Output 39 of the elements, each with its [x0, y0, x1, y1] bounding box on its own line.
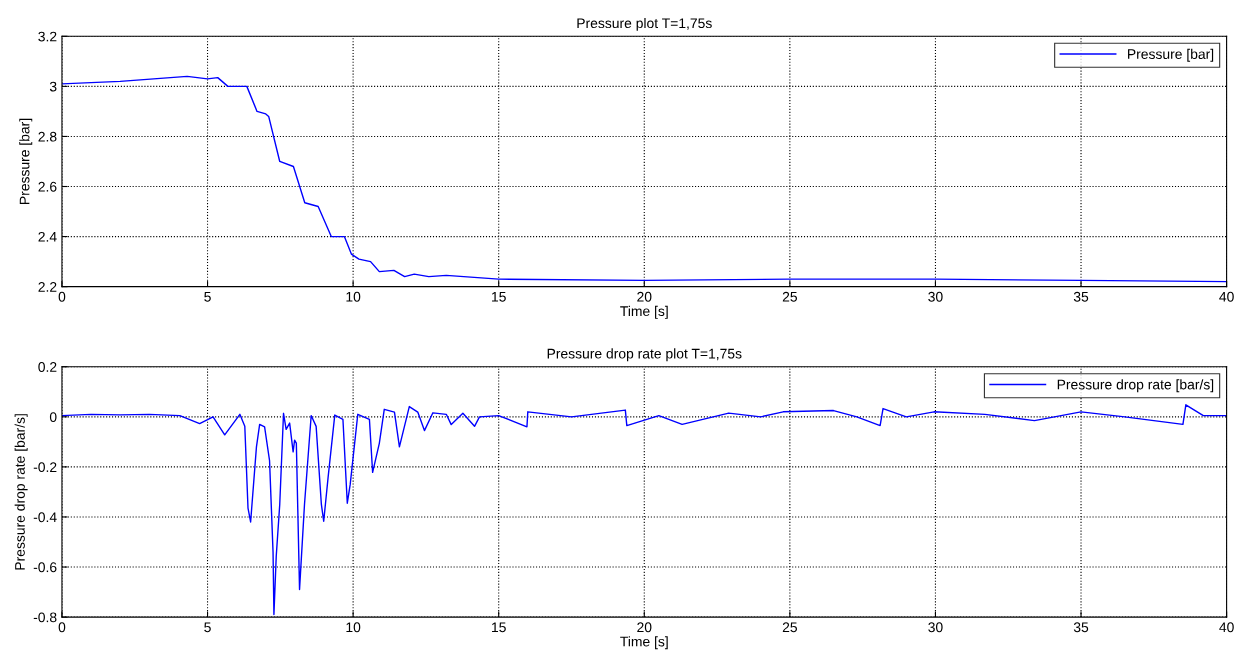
y-tick-label: 2.2: [38, 281, 57, 292]
x-tick-label: 15: [492, 622, 506, 633]
x-tick-label: 20: [637, 622, 652, 633]
y-tick-label: 2.8: [38, 131, 57, 142]
x-tick-label: 30: [928, 622, 943, 633]
x-tick-label: 35: [1073, 291, 1089, 302]
x-axis-title: Time [s]: [620, 636, 668, 650]
x-tick-label: 0: [58, 622, 66, 633]
x-axis-title: Time [s]: [620, 305, 668, 319]
x-tick-label: 0: [58, 291, 66, 302]
y-tick-label: -0.2: [33, 462, 57, 473]
x-tick-label: 10: [346, 291, 361, 302]
line-series: [61, 75, 1227, 283]
legend-label: Pressure [bar]: [1128, 48, 1214, 62]
y-tick-label: -0.6: [33, 562, 57, 573]
chart-title: Pressure plot T=1,75s: [577, 17, 712, 31]
y-tick-label: 2.6: [38, 181, 57, 192]
y-tick-label: 3: [49, 81, 57, 92]
x-tick-label: 40: [1219, 291, 1234, 302]
chart-title: Pressure drop rate plot T=1,75s: [547, 348, 742, 362]
y-tick-label: -0.8: [33, 612, 57, 623]
x-tick-label: 30: [928, 291, 943, 302]
y-tick-label: 0: [49, 412, 57, 422]
y-axis-title: Pressure [bar]: [19, 118, 33, 204]
x-tick-label: 5: [204, 292, 211, 302]
y-tick-label: 0.2: [38, 362, 57, 372]
y-tick-label: 2.4: [38, 231, 57, 242]
x-tick-label: 15: [492, 292, 506, 302]
x-tick-label: 5: [204, 622, 211, 633]
y-axis-title: Pressure drop rate [bar/s]: [14, 414, 28, 570]
x-tick-label: 20: [637, 291, 652, 302]
x-tick-label: 40: [1219, 622, 1234, 633]
x-tick-label: 25: [782, 622, 798, 633]
x-tick-label: 10: [346, 622, 361, 633]
legend-label: Pressure drop rate [bar/s]: [1057, 379, 1214, 393]
x-tick-label: 35: [1073, 622, 1089, 633]
y-tick-label: 3.2: [38, 31, 57, 42]
y-tick-label: -0.4: [33, 512, 57, 523]
x-tick-label: 25: [782, 291, 798, 302]
